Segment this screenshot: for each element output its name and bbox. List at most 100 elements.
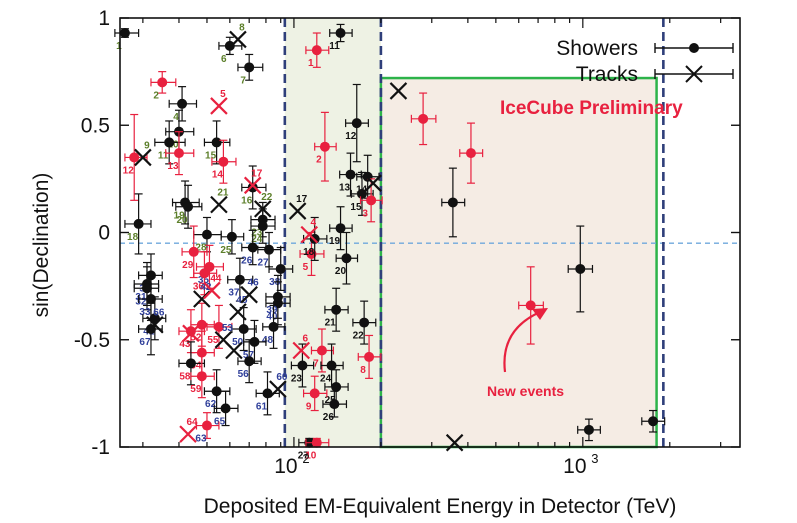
point-label: 8: [360, 365, 366, 376]
shower-point-39: 48: [262, 304, 286, 349]
shower-point-25: 33: [138, 276, 163, 322]
shower-point-75: [518, 266, 544, 345]
track-point-6: 17: [288, 194, 308, 220]
point-label: 4: [310, 218, 316, 229]
shower-marker: [341, 253, 352, 264]
shower-point-2: 4: [168, 86, 198, 123]
point-label: 7: [240, 75, 246, 86]
shower-point-47: 63: [195, 412, 220, 445]
point-label: 20: [176, 215, 188, 226]
point-label: 39: [266, 305, 278, 316]
point-label: 53: [222, 323, 234, 334]
shower-point-73: [441, 167, 466, 238]
x-tick-label: 10: [274, 455, 297, 478]
point-label: 66: [153, 308, 165, 319]
shower-marker: [157, 77, 168, 88]
point-label: 1: [308, 58, 314, 69]
point-label: 60: [276, 372, 288, 383]
preliminary-label: IceCube Preliminary: [500, 98, 683, 119]
track-point-7: 4: [300, 218, 319, 244]
point-label: 8: [239, 22, 245, 33]
shower-point-13: 7: [237, 53, 264, 86]
shower-marker: [119, 28, 130, 39]
shower-marker: [364, 351, 375, 362]
shower-marker: [447, 197, 458, 208]
legend-label-tracks: Tracks: [576, 63, 638, 86]
shower-marker: [185, 358, 196, 369]
point-label: 11: [158, 150, 169, 161]
track-marker: [445, 433, 464, 452]
track-marker: [179, 425, 197, 443]
point-label: 67: [139, 337, 151, 348]
point-label: 26: [323, 412, 335, 423]
shower-marker: [583, 424, 594, 435]
track-point-8: [364, 174, 382, 192]
new-events-arrowhead: [532, 308, 548, 320]
point-label: 7: [313, 358, 319, 369]
track-marker: [288, 202, 307, 220]
track-point-19: 60: [269, 372, 288, 398]
shower-marker: [366, 195, 377, 206]
shower-marker: [311, 437, 322, 448]
point-label: 43: [179, 339, 191, 350]
shower-point-77: [641, 409, 666, 433]
track-point-9: [389, 82, 408, 100]
shower-marker: [525, 300, 536, 311]
shower-point-62: 7: [310, 328, 335, 373]
point-label: 37: [228, 288, 240, 299]
track-marker: [210, 195, 228, 214]
shower-point-60: 21: [324, 287, 349, 332]
point-label: 9: [144, 140, 150, 151]
point-label: 56: [238, 369, 250, 380]
shower-marker: [244, 62, 255, 73]
track-marker: [225, 341, 243, 360]
track-point-15: [182, 324, 200, 343]
shower-point-42: 59: [190, 354, 215, 399]
shower-point-71: [410, 92, 437, 146]
shower-point-52: 13: [339, 152, 362, 197]
shower-marker: [177, 98, 188, 109]
point-label: 63: [195, 434, 207, 445]
point-label: 19: [329, 236, 341, 247]
shower-point-54: 15: [350, 171, 374, 216]
shower-marker: [218, 156, 229, 167]
shower-point-70: 10: [305, 437, 330, 462]
reference-lines: [120, 18, 740, 447]
shower-marker: [418, 113, 429, 124]
shower-marker: [648, 416, 659, 427]
shower-marker: [141, 283, 152, 294]
data-points: 1241011131514121819206716232428252926273…: [114, 22, 666, 462]
shower-marker: [275, 263, 286, 274]
point-label: 58: [179, 371, 191, 382]
shower-marker: [238, 324, 249, 335]
point-label: 12: [345, 131, 357, 142]
shower-marker: [359, 317, 370, 328]
point-label: 25: [220, 245, 232, 256]
shower-marker: [257, 221, 268, 232]
track-point-11: 44: [203, 273, 222, 300]
point-label: 29: [182, 260, 194, 271]
shower-point-1: 2: [150, 71, 177, 101]
shower-point-21: 27: [257, 231, 282, 269]
shower-marker: [164, 137, 175, 148]
track-point-20: 64: [179, 417, 198, 443]
annotations: IceCube Preliminary New events: [487, 98, 683, 399]
point-label: 13: [167, 161, 179, 172]
point-label: 10: [305, 451, 317, 462]
track-marker: [389, 82, 408, 100]
point-label: 28: [195, 243, 207, 254]
shower-marker: [356, 188, 367, 199]
y-tick-label: 0: [98, 222, 110, 245]
shower-marker: [316, 345, 327, 356]
point-label: 18: [127, 232, 139, 243]
shower-marker: [199, 268, 210, 279]
shower-marker: [331, 304, 342, 315]
shower-point-48: 1: [305, 32, 330, 69]
point-label: 65: [214, 416, 226, 427]
shower-point-11: 20: [175, 184, 203, 229]
point-label: 64: [186, 417, 198, 428]
shower-marker: [211, 386, 222, 397]
shower-point-19: 29: [181, 225, 208, 279]
point-label: 6: [221, 54, 227, 65]
